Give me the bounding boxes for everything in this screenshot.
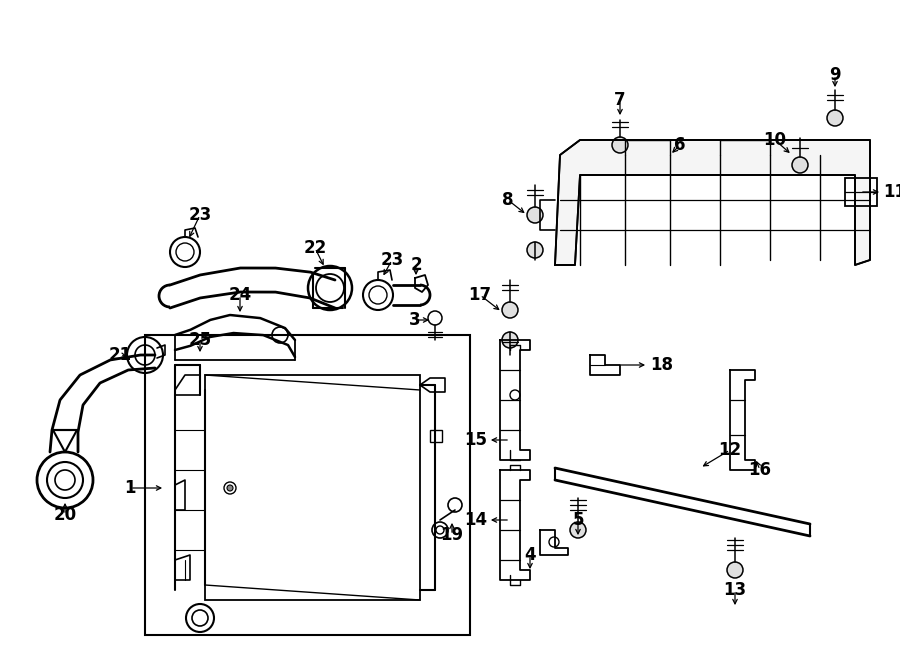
Circle shape xyxy=(792,157,808,173)
Text: 22: 22 xyxy=(303,239,327,257)
Text: 19: 19 xyxy=(440,526,464,544)
Bar xyxy=(845,178,877,206)
Text: 13: 13 xyxy=(724,581,747,599)
Circle shape xyxy=(612,137,628,153)
Circle shape xyxy=(527,242,543,258)
Bar xyxy=(205,375,420,600)
Bar xyxy=(430,430,442,442)
Text: 4: 4 xyxy=(524,546,536,564)
Text: 12: 12 xyxy=(718,441,742,459)
Circle shape xyxy=(227,485,233,491)
Circle shape xyxy=(502,332,518,348)
Bar xyxy=(145,335,470,635)
Text: 10: 10 xyxy=(763,131,787,149)
Text: 5: 5 xyxy=(572,511,584,529)
Text: 3: 3 xyxy=(410,311,421,329)
Text: 15: 15 xyxy=(464,431,488,449)
Text: 17: 17 xyxy=(468,286,491,304)
Text: 24: 24 xyxy=(229,286,252,304)
Text: 9: 9 xyxy=(829,66,841,84)
Text: 21: 21 xyxy=(108,346,131,364)
Text: 2: 2 xyxy=(410,256,422,274)
Text: 14: 14 xyxy=(464,511,488,529)
Circle shape xyxy=(727,562,743,578)
Text: 23: 23 xyxy=(381,251,403,269)
Text: 8: 8 xyxy=(502,191,514,209)
Text: 11: 11 xyxy=(884,183,900,201)
Text: 16: 16 xyxy=(749,461,771,479)
Polygon shape xyxy=(555,140,870,265)
Text: 6: 6 xyxy=(674,136,686,154)
Text: 20: 20 xyxy=(53,506,76,524)
Text: 25: 25 xyxy=(188,331,212,349)
Circle shape xyxy=(502,302,518,318)
Text: 1: 1 xyxy=(124,479,136,497)
Text: 23: 23 xyxy=(188,206,212,224)
Text: 18: 18 xyxy=(651,356,673,374)
Circle shape xyxy=(827,110,843,126)
Text: 7: 7 xyxy=(614,91,626,109)
Circle shape xyxy=(527,207,543,223)
Circle shape xyxy=(570,522,586,538)
